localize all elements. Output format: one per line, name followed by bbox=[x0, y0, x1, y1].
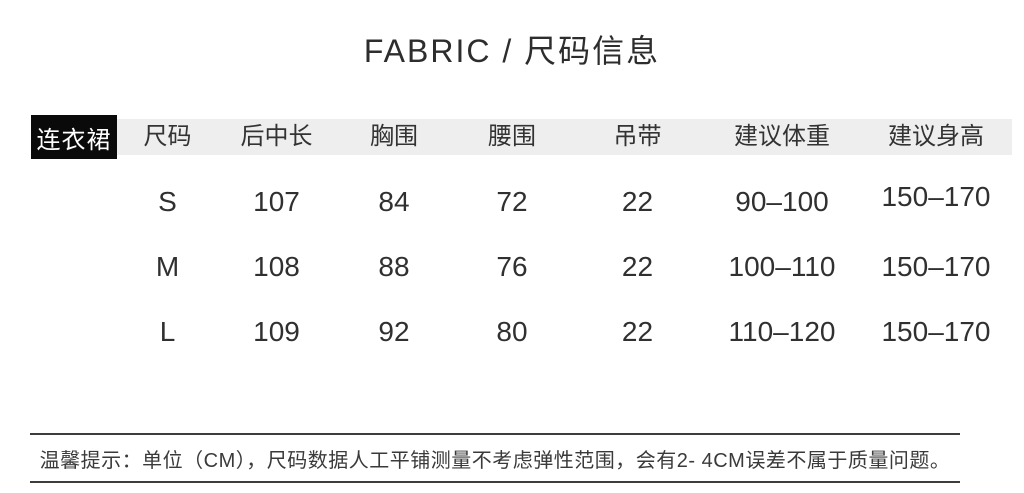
waist-value: 76 bbox=[496, 250, 528, 282]
waist-value: 80 bbox=[496, 315, 528, 347]
table-row-s: S 107 84 72 22 90–100 150–170 bbox=[31, 169, 1012, 234]
suggested-height-value: 150–170 bbox=[881, 250, 991, 282]
size-label: M bbox=[155, 250, 180, 282]
waist-value: 72 bbox=[496, 185, 528, 217]
suggested-weight-value: 90–100 bbox=[735, 185, 829, 217]
column-header-size: 尺码 bbox=[117, 119, 218, 155]
category-badge: 连衣裙 bbox=[31, 115, 117, 159]
notice-text: 温馨提示：单位（CM），尺码数据人工平铺测量不考虑弹性范围，会有2- 4CM误差… bbox=[39, 449, 951, 472]
strap-value: 22 bbox=[621, 315, 654, 347]
suggested-height-value: 150–170 bbox=[881, 180, 991, 212]
column-header-suggested-weight: 建议体重 bbox=[704, 119, 860, 155]
suggested-weight-value: 110–120 bbox=[728, 315, 836, 347]
suggested-weight-value: 100–110 bbox=[728, 250, 836, 282]
strap-value: 22 bbox=[621, 250, 654, 282]
table-body: S 107 84 72 22 90–100 150–170 M 108 88 7… bbox=[31, 169, 1012, 364]
back-length-value: 108 bbox=[253, 250, 300, 282]
column-header-waist: 腰围 bbox=[453, 119, 571, 155]
bust-value: 92 bbox=[378, 315, 410, 347]
table-row-m: M 108 88 76 22 100–110 150–170 bbox=[31, 234, 1012, 299]
suggested-height-value: 150–170 bbox=[881, 315, 991, 347]
page-title: FABRIC / 尺码信息 bbox=[363, 33, 661, 69]
strap-value: 22 bbox=[621, 185, 654, 217]
notice-bar: 温馨提示：单位（CM），尺码数据人工平铺测量不考虑弹性范围，会有2- 4CM误差… bbox=[30, 433, 960, 483]
column-header-strap: 吊带 bbox=[571, 119, 704, 155]
size-table: 连衣裙 尺码 后中长 胸围 腰围 吊带 建议体重 建议身高 S 107 84 7… bbox=[31, 115, 1012, 364]
back-length-value: 109 bbox=[253, 315, 300, 347]
size-label: S bbox=[158, 185, 177, 217]
column-header-back-length: 后中长 bbox=[218, 119, 335, 155]
size-label: L bbox=[159, 315, 176, 347]
column-header-bust: 胸围 bbox=[335, 119, 453, 155]
back-length-value: 107 bbox=[253, 185, 300, 217]
column-header-suggested-height: 建议身高 bbox=[860, 119, 1012, 155]
table-header-row: 连衣裙 尺码 后中长 胸围 腰围 吊带 建议体重 建议身高 bbox=[31, 115, 1012, 159]
table-row-l: L 109 92 80 22 110–120 150–170 bbox=[31, 299, 1012, 364]
bust-value: 88 bbox=[378, 250, 410, 282]
bust-value: 84 bbox=[378, 185, 410, 217]
